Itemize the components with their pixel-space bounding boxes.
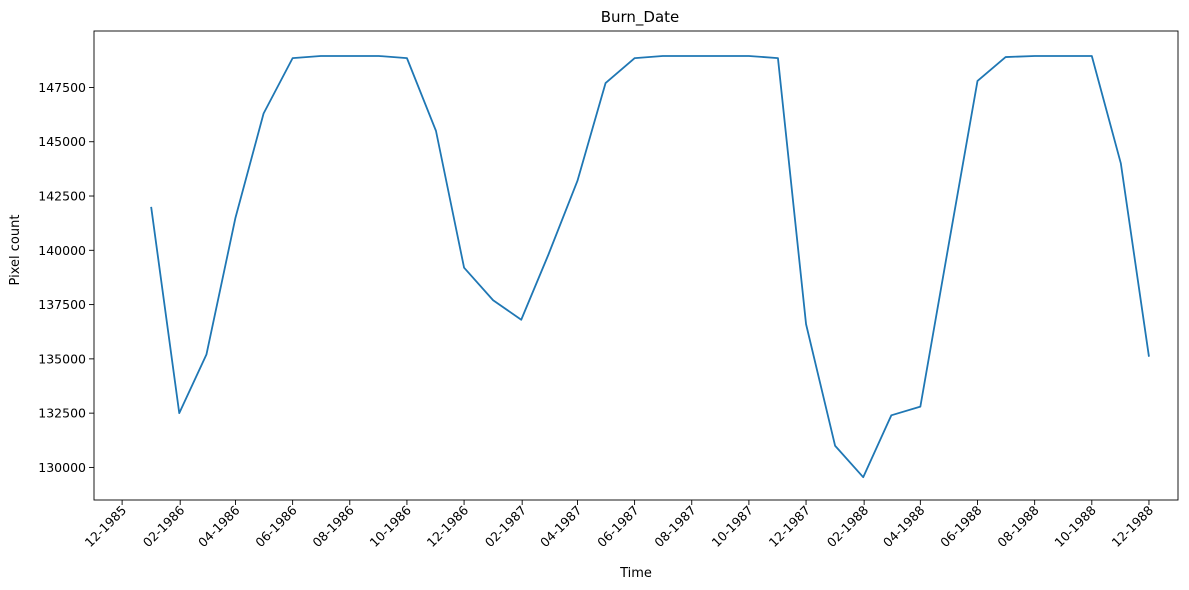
x-tick-label: 06-1988 bbox=[937, 502, 985, 550]
y-axis-ticks: 130000 132500 135000 137500 140000 142500 1450… bbox=[38, 80, 94, 475]
y-tick-label: 142500 bbox=[38, 189, 86, 204]
x-tick-label: 02-1988 bbox=[824, 502, 872, 550]
x-tick-label: 02-1987 bbox=[482, 503, 530, 551]
x-tick-label: 12-1986 bbox=[424, 502, 472, 550]
x-tick-label: 10-1986 bbox=[367, 502, 415, 550]
y-tick-label: 135000 bbox=[38, 351, 86, 366]
x-tick-label: 04-1986 bbox=[195, 502, 243, 550]
x-tick-label: 08-1986 bbox=[309, 502, 357, 550]
x-tick-label: 10-1988 bbox=[1051, 502, 1099, 550]
x-axis-label: Time bbox=[619, 566, 652, 581]
y-tick-label: 145000 bbox=[38, 134, 86, 149]
x-tick-label: 12-1988 bbox=[1109, 502, 1157, 550]
x-tick-label: 12-1987 bbox=[766, 503, 814, 551]
x-tick-label: 04-1988 bbox=[880, 502, 928, 550]
x-tick-label: 10-1987 bbox=[708, 503, 756, 551]
x-tick-label: 06-1986 bbox=[252, 502, 300, 550]
y-tick-label: 130000 bbox=[38, 460, 86, 475]
x-tick-label: 02-1986 bbox=[140, 502, 188, 550]
y-tick-label: 147500 bbox=[38, 80, 86, 95]
x-tick-label: 04-1987 bbox=[537, 503, 585, 551]
y-tick-label: 137500 bbox=[38, 297, 86, 312]
x-axis-ticks: 12-1985 02-1986 04-1986 06-1986 08-1986 10-19… bbox=[82, 500, 1156, 550]
y-tick-label: 140000 bbox=[38, 243, 86, 258]
plot-frame bbox=[93, 30, 1179, 501]
chart-title: Burn_Date bbox=[601, 8, 680, 27]
x-tick-label: 08-1988 bbox=[994, 502, 1042, 550]
x-tick-label: 06-1987 bbox=[594, 503, 642, 551]
x-tick-label: 12-1985 bbox=[82, 503, 130, 551]
x-tick-label: 08-1987 bbox=[651, 503, 699, 551]
y-tick-label: 132500 bbox=[38, 406, 86, 421]
burn-date-series-line bbox=[150, 55, 1150, 479]
y-axis-label: Pixel count bbox=[8, 215, 23, 286]
